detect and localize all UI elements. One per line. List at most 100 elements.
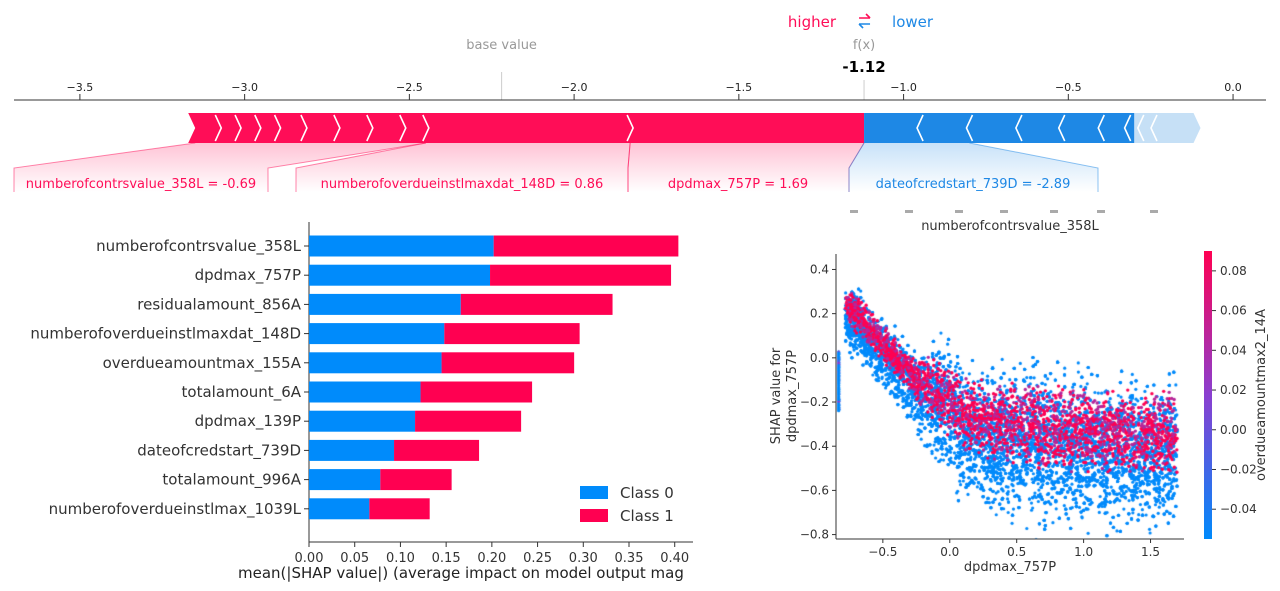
colorbar-label: overdueamountmax2_14A [1254, 309, 1269, 481]
swap-arrows-icon [858, 13, 871, 29]
scatter-points [836, 254, 1184, 539]
bar-x-tick-label: 0.00 [295, 551, 324, 566]
higher-segment-chevron [234, 114, 242, 142]
summary-bar-plot: numberofcontrsvalue_358L dpdmax_757Presid… [30, 222, 693, 582]
bar-segment [309, 439, 395, 461]
force-axis-tick-label: −2.5 [396, 81, 423, 94]
feature-funnel-edge [848, 142, 865, 192]
scatter-y-axis-label-line1: SHAP value for [769, 347, 784, 444]
force-axis-tick-label: −1.0 [890, 81, 917, 94]
dependence-scatter-plot: numberofcontrsvalue_358L −0.5 0.0 0.5 1.0 1.5… [769, 210, 1269, 575]
bar-x-tick-label: 0.05 [340, 551, 369, 566]
feature-funnel [628, 143, 865, 192]
clipped-tick-label [1050, 210, 1058, 213]
clipped-tick-label [955, 210, 963, 213]
feature-funnel-edge [13, 142, 196, 192]
bar-segment [309, 264, 491, 286]
higher-label: higher [788, 13, 837, 31]
bar-segment [380, 469, 452, 491]
higher-segment-chevron [333, 114, 341, 142]
bar-segment [309, 381, 421, 403]
base-value-label: base value [466, 38, 537, 53]
fx-label: f(x) [853, 38, 875, 53]
bar-x-axis-label: mean(|SHAP value|) (average impact on mo… [238, 564, 684, 582]
bar-segment [493, 235, 679, 257]
force-axis-tick-label: −1.5 [725, 81, 752, 94]
feature-label: dpdmax_757P = 1.69 [668, 177, 808, 192]
legend-swatch [580, 509, 608, 522]
scatter-y-axis-label: SHAP value for dpdmax_757P [769, 347, 800, 444]
bar-segment [444, 323, 580, 345]
clipped-tick-label [1097, 210, 1105, 213]
scatter-x-tick-label: 1.5 [1141, 545, 1160, 559]
feature-funnel [849, 143, 1098, 192]
bar-category-label: totalamount_6A [182, 383, 302, 402]
feature-label: numberofoverdueinstlmaxdat_148D = 0.86 [321, 177, 604, 192]
feature-funnel-edge [295, 142, 426, 192]
feature-funnel [296, 143, 631, 192]
lower-label: lower [892, 13, 934, 31]
bar-segment [309, 352, 442, 374]
higher-segment-chevron [626, 114, 634, 142]
colorbar-tick-label: 0.04 [1220, 343, 1247, 357]
lower-segment-chevron [1136, 114, 1145, 142]
higher-force-bar [188, 113, 865, 143]
bar-segment [309, 498, 370, 520]
bar-x-tick-label: 0.10 [386, 551, 415, 566]
scatter-x-tick-label: −0.5 [868, 545, 897, 559]
legend-swatch [580, 486, 608, 499]
colorbar-label-group: overdueamountmax2_14A [1254, 309, 1269, 481]
feature-label: dateofcredstart_739D = -2.89 [876, 177, 1071, 192]
scatter-y-tick-label: 0.0 [810, 351, 829, 365]
force-axis-tick-label: −3.0 [231, 81, 258, 94]
bar-segment [309, 323, 445, 345]
scatter-x-tick-label: 1.0 [1074, 545, 1093, 559]
feature-funnel-edge [267, 142, 426, 192]
colorbar-tick-label: 0.00 [1220, 423, 1247, 437]
force-axis-tick-label: −0.5 [1055, 81, 1082, 94]
bar-x-tick-label: 0.25 [523, 551, 552, 566]
scatter-y-tick-label: −0.6 [800, 483, 829, 497]
higher-segment-chevron [254, 114, 262, 142]
higher-segment-chevron [273, 114, 282, 142]
top-axis-label: numberofcontrsvalue_358L [921, 219, 1099, 234]
bar-x-tick-label: 0.15 [432, 551, 461, 566]
scatter-x-tick-label: 0.0 [940, 545, 959, 559]
scatter-y-tick-label: −0.4 [800, 439, 829, 453]
scatter-y-tick-label: 0.2 [810, 307, 829, 321]
force-axis-tick-label: 0.0 [1224, 81, 1242, 94]
legend-label: Class 0 [620, 484, 674, 502]
colorbar-tick-label: 0.06 [1220, 304, 1247, 318]
bar-category-label: dateofcredstart_739D [137, 441, 301, 460]
feature-funnel [14, 143, 426, 192]
colorbar [1204, 251, 1212, 539]
colorbar-tick-label: 0.08 [1220, 264, 1247, 278]
lower-segment-chevron [1150, 114, 1158, 142]
scatter-x-tick-label: 0.5 [1007, 545, 1026, 559]
feature-label: numberofcontrsvalue_358L = -0.69 [26, 177, 256, 192]
bar-category-label: totalamount_996A [162, 471, 301, 490]
scatter-x-axis-label: dpdmax_757P [964, 560, 1056, 575]
higher-segment-chevron [422, 114, 430, 142]
lower-segment-chevron [1097, 114, 1105, 142]
bar-segment [309, 469, 381, 491]
bar-category-label: numberofoverdueinstlmax_1039L [49, 500, 302, 519]
higher-segment-chevron [214, 114, 223, 142]
bar-segment [420, 381, 533, 403]
bar-segment [394, 439, 480, 461]
bar-category-label: dpdmax_757P [195, 266, 301, 285]
clipped-tick-label [850, 210, 858, 213]
clipped-tick-label [1000, 210, 1008, 213]
force-axis-tick-label: −3.5 [67, 81, 94, 94]
colorbar-tick-label: 0.02 [1220, 383, 1247, 397]
bar-segment [369, 498, 430, 520]
bar-x-tick-label: 0.35 [615, 551, 644, 566]
bar-segment [490, 264, 672, 286]
bar-x-tick-label: 0.40 [660, 551, 689, 566]
lower-segment-chevron [1015, 114, 1023, 142]
bar-segment [415, 410, 522, 432]
fx-value: -1.12 [842, 58, 885, 76]
colorbar-tick-label: −0.02 [1220, 462, 1257, 476]
bar-category-label: residualamount_856A [137, 295, 301, 314]
